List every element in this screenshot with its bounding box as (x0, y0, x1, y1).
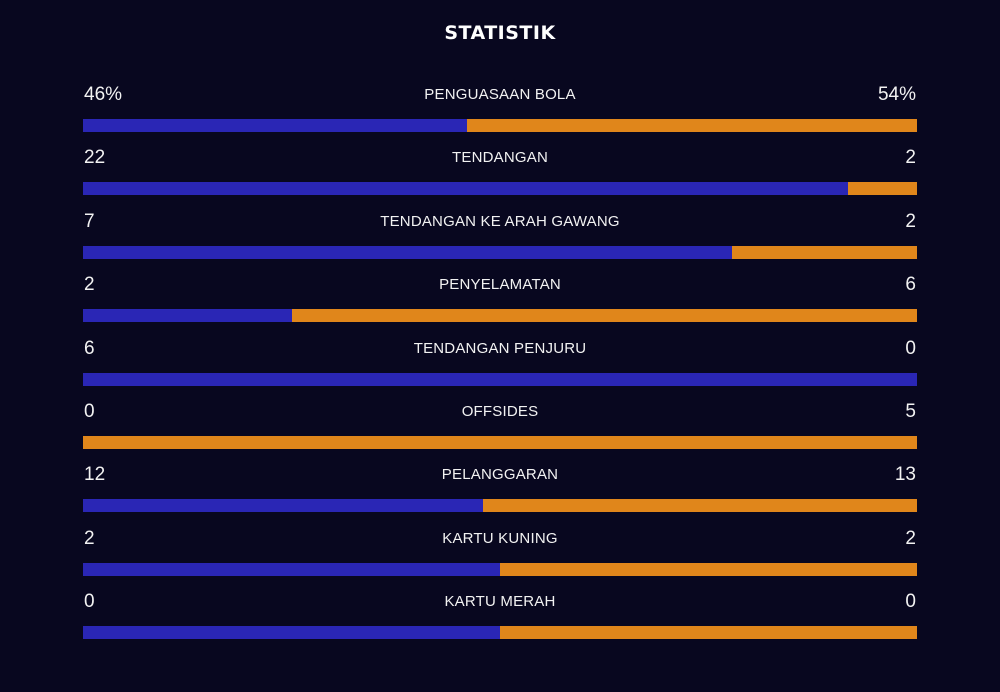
away-share-bar (848, 182, 917, 195)
away-value: 2 (905, 147, 916, 168)
stat-label: KARTU MERAH (444, 593, 556, 610)
stat-bar (83, 626, 917, 639)
home-share-bar (83, 119, 467, 132)
stat-label: TENDANGAN (452, 149, 548, 166)
away-value: 2 (905, 528, 916, 549)
away-value: 0 (905, 338, 916, 359)
stat-row: 2 PENYELAMATAN 6 (83, 273, 917, 325)
home-value: 46% (84, 84, 123, 105)
away-value: 2 (905, 211, 916, 232)
stat-label: KARTU KUNING (442, 530, 558, 547)
home-value: 7 (84, 211, 95, 232)
away-share-bar (83, 436, 917, 449)
away-value: 0 (905, 591, 916, 612)
home-share-bar (83, 309, 292, 322)
away-value: 54% (877, 84, 916, 105)
statistics-title: STATISTIK (444, 22, 556, 44)
stat-bar (83, 309, 917, 322)
stat-bar (83, 373, 917, 386)
stat-row: 0 OFFSIDES 5 (83, 400, 917, 452)
away-value: 13 (894, 464, 916, 485)
home-value: 2 (84, 274, 95, 295)
stat-row: 6 TENDANGAN PENJURU 0 (83, 337, 917, 389)
home-value: 22 (84, 147, 106, 168)
stat-label: PENYELAMATAN (439, 276, 561, 293)
stat-label: PELANGGARAN (441, 466, 559, 483)
stat-bar (83, 436, 917, 449)
home-value: 2 (84, 528, 95, 549)
home-value: 12 (84, 464, 106, 485)
stat-row: 12 PELANGGARAN 13 (83, 463, 917, 515)
stat-label: PENGUASAAN BOLA (424, 86, 576, 103)
stat-bar (83, 563, 917, 576)
stat-row: 7 TENDANGAN KE ARAH GAWANG 2 (83, 210, 917, 262)
stat-bar (83, 119, 917, 132)
away-share-bar (732, 246, 917, 259)
away-share-bar (467, 119, 917, 132)
home-share-bar (83, 373, 917, 386)
away-value: 6 (905, 274, 916, 295)
home-share-bar (83, 563, 500, 576)
stat-row: 0 KARTU MERAH 0 (83, 590, 917, 642)
stat-bar (83, 499, 917, 512)
stat-row: 46% PENGUASAAN BOLA 54% (83, 83, 917, 135)
home-share-bar (83, 182, 848, 195)
stat-bar (83, 182, 917, 195)
stat-label: TENDANGAN PENJURU (413, 340, 587, 357)
stat-row: 2 KARTU KUNING 2 (83, 527, 917, 579)
away-share-bar (500, 626, 917, 639)
home-share-bar (83, 626, 500, 639)
stat-label: OFFSIDES (461, 403, 539, 420)
away-share-bar (292, 309, 917, 322)
away-value: 5 (905, 401, 916, 422)
home-value: 6 (84, 338, 95, 359)
stat-bar (83, 246, 917, 259)
away-share-bar (483, 499, 917, 512)
home-share-bar (83, 246, 732, 259)
away-share-bar (500, 563, 917, 576)
home-share-bar (83, 499, 483, 512)
stat-row: 22 TENDANGAN 2 (83, 146, 917, 198)
home-value: 0 (84, 591, 95, 612)
stat-label: TENDANGAN KE ARAH GAWANG (380, 213, 620, 230)
home-value: 0 (84, 401, 95, 422)
